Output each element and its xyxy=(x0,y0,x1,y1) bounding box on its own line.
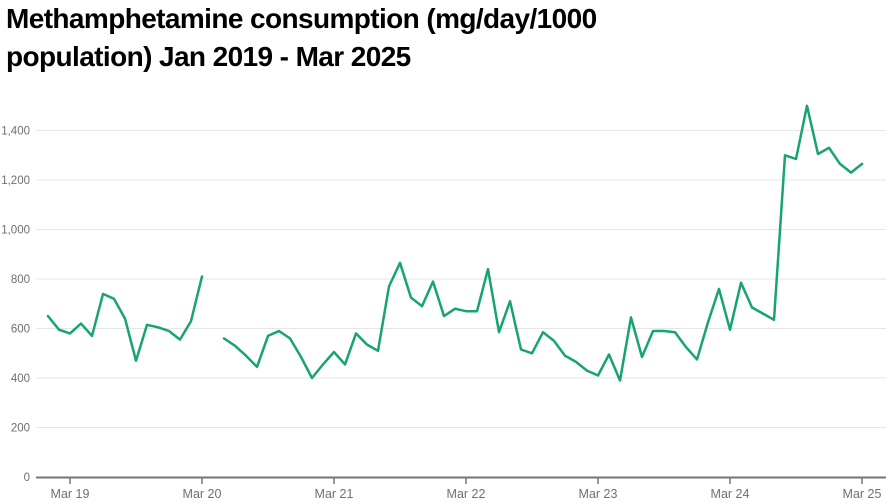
y-tick-label: 200 xyxy=(11,423,30,435)
y-tick-label: 1,400 xyxy=(1,126,30,138)
x-tick-label: Mar 19 xyxy=(51,487,90,501)
x-tick-label: Mar 22 xyxy=(447,487,486,501)
y-tick-label: 800 xyxy=(11,274,30,286)
x-tick-label: Mar 23 xyxy=(579,487,618,501)
x-tick-label: Mar 21 xyxy=(315,487,354,501)
x-tick-label: Mar 24 xyxy=(711,487,750,501)
chart-title: Methamphetamine consumption (mg/day/1000… xyxy=(6,3,597,72)
consumption-series-line xyxy=(46,104,864,382)
y-tick-label: 1,200 xyxy=(1,175,30,187)
x-tick-label: Mar 25 xyxy=(843,487,882,501)
y-tick-label: 1,000 xyxy=(1,225,30,237)
x-tick-label: Mar 20 xyxy=(183,487,222,501)
y-tick-label: 400 xyxy=(11,373,30,385)
y-tick-label: 600 xyxy=(11,324,30,336)
y-tick-label: 0 xyxy=(24,472,30,484)
